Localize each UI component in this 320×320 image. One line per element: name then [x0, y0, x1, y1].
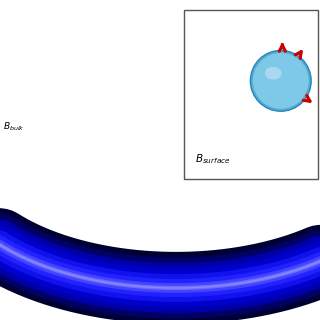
- Bar: [184, 10, 318, 179]
- Text: $B_{\mathit{bulk}}$: $B_{\mathit{bulk}}$: [3, 121, 25, 133]
- Ellipse shape: [265, 67, 282, 80]
- Circle shape: [253, 53, 309, 109]
- Circle shape: [250, 51, 311, 111]
- Text: $B_{\mathit{surface}}$: $B_{\mathit{surface}}$: [195, 152, 230, 166]
